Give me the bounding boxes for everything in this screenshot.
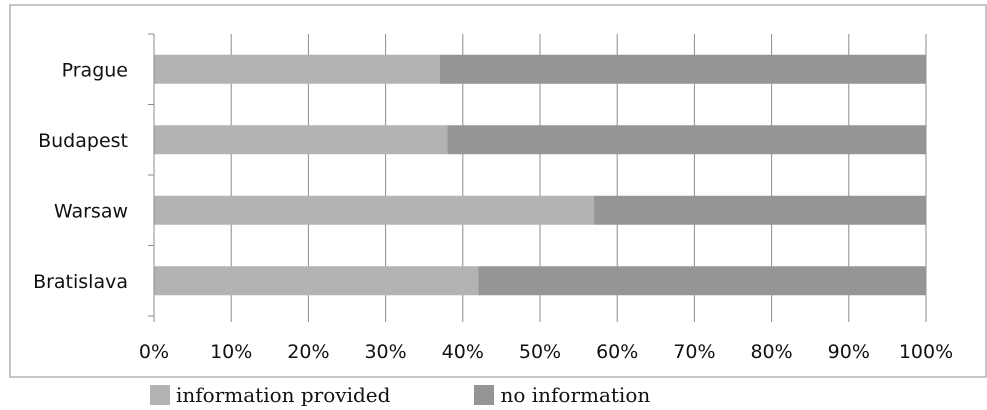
- x-tick-labels: 0% 10% 20% 30% 40% 50% 60% 70% 80% 90% 100%: [139, 341, 953, 363]
- bar-prague-no-information: [439, 54, 926, 84]
- legend-item-no-information: no information: [474, 383, 650, 407]
- x-tick-label: 70%: [673, 341, 715, 363]
- legend: information provided no information: [150, 382, 650, 408]
- x-tick-label: 30%: [364, 341, 406, 363]
- x-tick-label: 60%: [596, 341, 638, 363]
- legend-item-information-provided: information provided: [150, 383, 390, 407]
- x-tick-label: 0%: [139, 341, 169, 363]
- x-tick-label: 20%: [287, 341, 329, 363]
- legend-label-no-information: no information: [500, 383, 651, 407]
- legend-swatch-information-provided: [150, 385, 170, 405]
- x-tick-label: 80%: [750, 341, 792, 363]
- x-tick-label: 100%: [899, 341, 953, 363]
- bar-bratislava-no-information: [478, 266, 926, 296]
- bar-budapest-no-information: [447, 125, 926, 155]
- chart-frame: [9, 4, 987, 378]
- category-label: Budapest: [38, 130, 128, 152]
- category-labels: Prague Budapest Warsaw Bratislava: [33, 59, 128, 293]
- bars: [154, 54, 926, 296]
- x-tick-label: 50%: [519, 341, 561, 363]
- stacked-bar-chart: 0% 10% 20% 30% 40% 50% 60% 70% 80% 90% 100% Prague…: [9, 4, 987, 378]
- bar-bratislava-information-provided: [154, 266, 479, 296]
- x-tick-label: 40%: [442, 341, 484, 363]
- legend-swatch-no-information: [474, 385, 495, 405]
- category-label: Bratislava: [33, 271, 128, 293]
- bar-budapest-information-provided: [154, 125, 448, 155]
- category-label: Prague: [62, 59, 128, 81]
- axes: [148, 33, 927, 322]
- bar-warsaw-no-information: [594, 195, 926, 225]
- bar-warsaw-information-provided: [154, 195, 595, 225]
- x-tick-label: 90%: [828, 341, 870, 363]
- bar-prague-information-provided: [154, 54, 440, 84]
- legend-label-information-provided: information provided: [176, 383, 391, 407]
- category-label: Warsaw: [54, 200, 128, 222]
- x-tick-label: 10%: [210, 341, 252, 363]
